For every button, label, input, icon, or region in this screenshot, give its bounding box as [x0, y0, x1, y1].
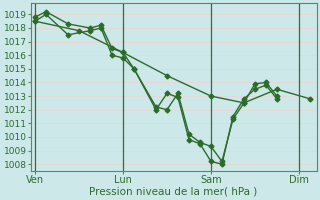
X-axis label: Pression niveau de la mer( hPa ): Pression niveau de la mer( hPa ) [90, 187, 258, 197]
